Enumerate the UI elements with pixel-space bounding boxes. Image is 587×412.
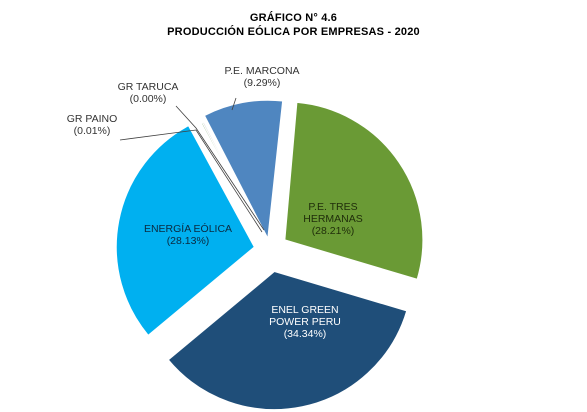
slice-name: HERMANAS — [303, 213, 363, 225]
slice-name: POWER PERU — [269, 316, 341, 328]
pie-slice-2 — [115, 125, 255, 336]
slice-label-5: P.E. MARCONA (9.29%) — [224, 65, 299, 89]
slice-name: ENEL GREEN — [271, 304, 338, 316]
slice-percent: (28.21%) — [312, 225, 355, 237]
pie-slice-4 — [201, 121, 268, 245]
leader-line-3 — [119, 129, 263, 233]
chart-subtitle: PRODUCCIÓN EÓLICA POR EMPRESAS - 2020 — [167, 26, 420, 38]
leader-line-5 — [231, 97, 237, 111]
slice-label-2: ENERGÍA EÓLICA (28.13%) — [144, 222, 232, 247]
slice-name: ENERGÍA EÓLICA — [144, 222, 232, 235]
slice-percent: (9.29%) — [244, 77, 281, 89]
slice-percent: (28.13%) — [167, 235, 210, 247]
leader-line-4 — [175, 105, 265, 231]
pie-slice-5 — [203, 99, 284, 240]
slice-label-1: ENEL GREEN POWER PERU (34.34%) — [269, 304, 341, 340]
slice-name: GR TARUCA — [118, 81, 179, 93]
pie-slice-1 — [167, 270, 408, 410]
chart-title: GRÁFICO N° 4.6 — [249, 12, 338, 24]
slice-name: P.E. TRES — [308, 201, 357, 213]
slice-label-3: GR PAINO (0.01%) — [67, 113, 118, 137]
slice-label-4: GR TARUCA (0.00%) — [118, 81, 179, 105]
slice-name: P.E. MARCONA — [224, 65, 299, 77]
slice-name: GR PAINO — [67, 113, 118, 125]
slice-percent: (0.00%) — [130, 93, 167, 105]
pie-slice-0 — [284, 101, 424, 280]
slice-percent: (34.34%) — [284, 328, 327, 340]
slice-percent: (0.01%) — [74, 125, 111, 137]
slice-label-0: P.E. TRES HERMANAS (28.21%) — [303, 201, 363, 237]
